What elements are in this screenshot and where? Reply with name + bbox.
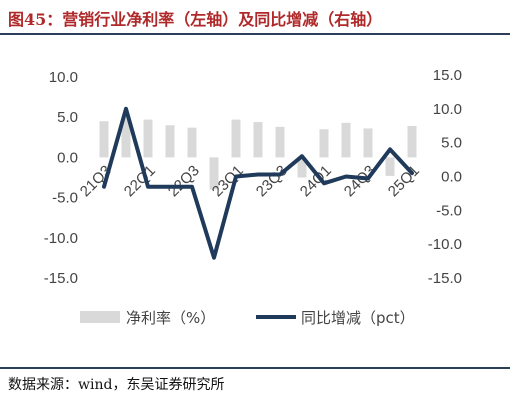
bar bbox=[253, 122, 263, 158]
right-tick-label: -10.0 bbox=[428, 236, 462, 253]
footer-rule bbox=[0, 367, 510, 369]
left-tick-label: 10.0 bbox=[49, 69, 78, 86]
left-tick-label: -15.0 bbox=[44, 270, 78, 287]
line-point bbox=[257, 173, 259, 175]
line-point bbox=[345, 176, 347, 177]
x-axis-labels: 21Q3 22Q1 22Q3 23Q1 23Q3 24Q1 24Q3 25Q1 bbox=[77, 162, 423, 200]
line-point bbox=[191, 186, 193, 188]
bar bbox=[209, 157, 219, 190]
right-tick-label: 10.0 bbox=[433, 101, 462, 118]
x-tick-label: 22Q1 bbox=[121, 162, 159, 200]
bar bbox=[121, 117, 131, 158]
line-point bbox=[235, 176, 237, 177]
legend-label-bar: 净利率（%） bbox=[126, 309, 215, 327]
line-point bbox=[323, 182, 325, 184]
legend-swatch-bar bbox=[80, 311, 120, 323]
bar bbox=[341, 122, 351, 158]
line-point bbox=[411, 172, 413, 174]
line-point bbox=[389, 148, 391, 150]
bar bbox=[143, 119, 153, 158]
chart: 10.0 5.0 0.0 -5.0 -10.0 -15.0 15.0 10.0 5.0 0.0 -… bbox=[44, 67, 462, 327]
bar bbox=[363, 128, 373, 158]
bar bbox=[231, 119, 241, 158]
left-tick-label: -10.0 bbox=[44, 230, 78, 247]
bar bbox=[275, 126, 285, 158]
left-tick-label: 0.0 bbox=[57, 149, 78, 166]
bar-series bbox=[99, 117, 417, 190]
source-note: 数据来源：wind，东吴证券研究所 bbox=[8, 377, 225, 393]
right-tick-label: 0.0 bbox=[441, 169, 462, 186]
line-point bbox=[301, 155, 303, 157]
line-series bbox=[102, 106, 414, 260]
legend-label-line: 同比增减（pct） bbox=[301, 309, 415, 327]
x-tick-label: 24Q3 bbox=[341, 162, 379, 200]
bar bbox=[165, 125, 175, 158]
chart-title: 图45：营销行业净利率（左轴）及同比增减（右轴） bbox=[8, 10, 383, 29]
bar bbox=[99, 121, 109, 158]
right-tick-label: 5.0 bbox=[441, 135, 462, 152]
line-point bbox=[147, 186, 149, 188]
legend: 净利率（%） 同比增减（pct） bbox=[80, 309, 415, 327]
bar bbox=[187, 127, 197, 158]
right-tick-label: -5.0 bbox=[436, 202, 462, 219]
line-point bbox=[367, 178, 369, 180]
line-point bbox=[213, 257, 215, 259]
line-point bbox=[279, 173, 281, 175]
right-tick-label: 15.0 bbox=[433, 67, 462, 84]
left-axis: 10.0 5.0 0.0 -5.0 -10.0 -15.0 bbox=[44, 69, 78, 287]
bar bbox=[319, 129, 329, 158]
bar bbox=[297, 157, 307, 178]
right-axis: 15.0 10.0 5.0 0.0 -5.0 -10.0 -15.0 bbox=[428, 67, 462, 287]
title-rule bbox=[0, 33, 510, 35]
right-tick-label: -15.0 bbox=[428, 270, 462, 287]
bar bbox=[385, 157, 395, 176]
line-point bbox=[125, 108, 127, 110]
bar bbox=[407, 126, 417, 158]
line-point bbox=[103, 186, 105, 188]
line-point bbox=[169, 186, 171, 188]
left-tick-label: 5.0 bbox=[57, 109, 78, 126]
x-tick-label: 22Q3 bbox=[165, 162, 203, 200]
left-tick-label: -5.0 bbox=[52, 190, 78, 207]
